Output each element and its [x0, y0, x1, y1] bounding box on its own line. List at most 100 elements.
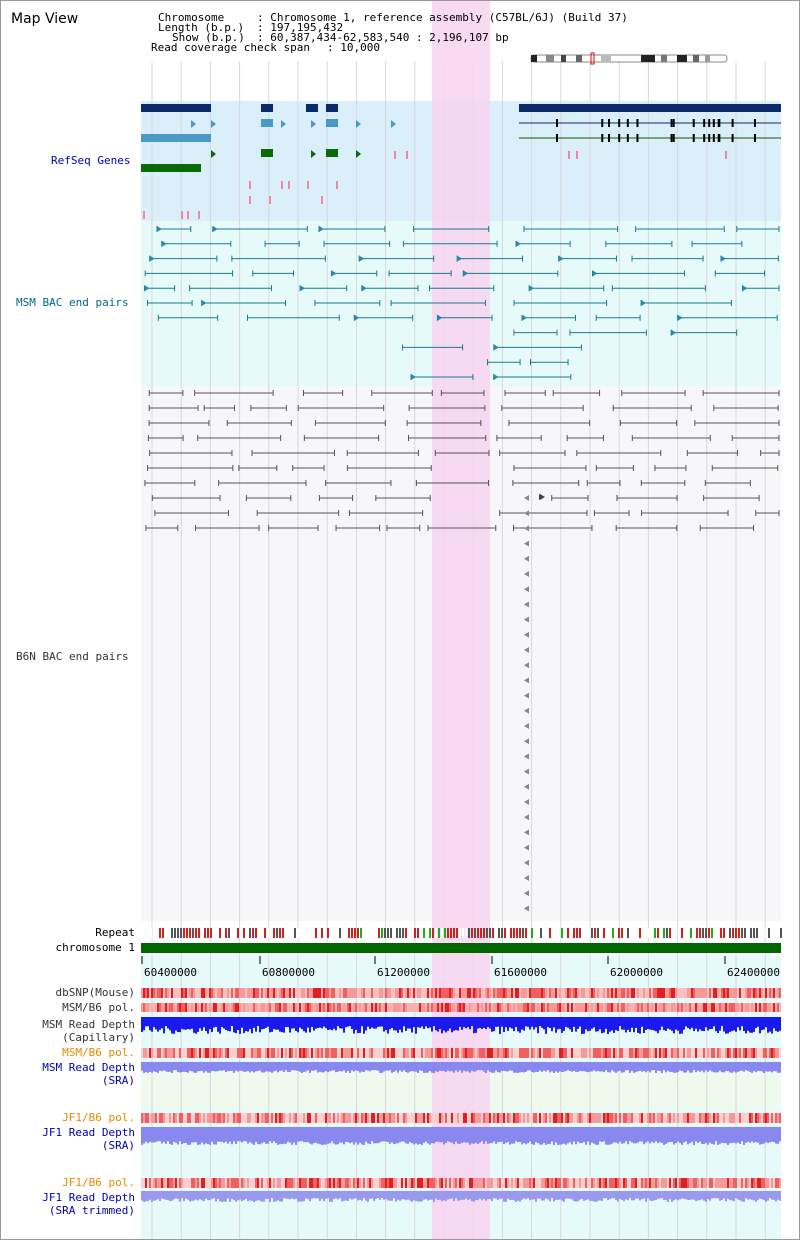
msm-b6-pol-strip	[725, 1003, 727, 1012]
jf1-b6-pol-strip	[423, 1113, 425, 1123]
repeat-mark	[531, 928, 533, 938]
exon-tick	[608, 134, 611, 142]
dbsnp-strip	[455, 988, 457, 998]
msm-capillary-depth-bar	[607, 1017, 609, 1034]
jf1-b6-pol-strip	[383, 1113, 385, 1123]
msm-b6-pol-strip	[583, 1003, 585, 1012]
msm-capillary-depth-bar	[543, 1017, 545, 1030]
msm-b6-pol-sra-strip	[583, 1048, 585, 1058]
dbsnp-strip	[247, 988, 249, 998]
msm-b6-pol-strip	[353, 1003, 355, 1012]
msm-sra-depth-bar	[381, 1062, 383, 1073]
jf1-trimmed-depth-bar	[685, 1191, 687, 1200]
msm-sra-depth-bar	[275, 1062, 277, 1071]
msm-capillary-depth-bar	[251, 1017, 253, 1034]
msm-capillary-depth-bar	[319, 1017, 321, 1028]
msm-b6-pol-sra-strip	[479, 1048, 481, 1058]
jf1-trimmed-depth-bar	[233, 1191, 235, 1201]
msm-b6-pol-sra-strip	[337, 1048, 339, 1058]
jf1-b6-pol-strip	[151, 1113, 153, 1123]
jf1-trimmed-depth-bar	[517, 1191, 519, 1201]
repeat-mark	[354, 928, 356, 938]
repeat-mark	[366, 928, 368, 938]
dbsnp-strip	[189, 988, 191, 998]
jf1-b6-pol-strip	[541, 1113, 543, 1123]
dbsnp-strip	[405, 988, 407, 998]
dbsnp-strip	[277, 988, 279, 998]
pseudo-gene-mark	[187, 211, 189, 219]
b6n-end-arrow-icon	[524, 875, 529, 881]
msm-capillary-depth-bar	[375, 1017, 377, 1029]
jf1-b6-pol-trim-strip	[603, 1178, 605, 1188]
msm-sra-depth-bar	[345, 1062, 347, 1073]
dbsnp-strip	[435, 988, 437, 998]
dbsnp-strip	[161, 988, 163, 998]
msm-capillary-depth-bar	[625, 1017, 627, 1033]
bac-end-arrow-icon	[641, 300, 647, 306]
msm-sra-depth-bar	[391, 1062, 393, 1073]
jf1-read-depth-trimmed-label: JF1 Read Depth	[42, 1191, 135, 1204]
b6n-end-arrow-icon	[524, 510, 529, 517]
msm-b6-pol-sra-strip	[723, 1048, 725, 1058]
jf1-sra-depth-bar	[241, 1127, 243, 1143]
msm-sra-depth-bar	[543, 1062, 545, 1071]
msm-b6-pol-strip	[413, 1003, 415, 1012]
msm-b6-pol-sra-strip	[339, 1048, 341, 1058]
jf1-b6-pol-trim-strip	[777, 1178, 779, 1188]
msm-b6-pol-strip	[337, 1003, 339, 1012]
msm-capillary-depth-bar	[501, 1017, 503, 1027]
repeat-mark	[405, 928, 407, 938]
jf1-trimmed-depth-bar	[279, 1191, 281, 1202]
jf1-sra-depth-bar	[333, 1127, 335, 1144]
exon-tick	[601, 119, 604, 127]
bac-end-arrow-icon	[529, 285, 535, 292]
dbsnp-strip	[341, 988, 343, 998]
dbsnp-strip	[243, 988, 245, 998]
dbsnp-strip	[617, 988, 619, 998]
jf1-sra-depth-bar	[469, 1127, 471, 1145]
jf1-b6-pol-strip	[343, 1113, 345, 1123]
dbsnp-strip	[537, 988, 539, 998]
jf1-sra-depth-bar	[731, 1127, 733, 1143]
dbsnp-strip	[365, 988, 367, 998]
msm-b6-pol-sra-strip	[755, 1048, 757, 1058]
dbsnp-strip	[427, 988, 429, 998]
msm-bac-label: MSM BAC end pairs	[16, 296, 129, 309]
msm-b6-pol-strip	[709, 1003, 711, 1012]
msm-capillary-depth-bar	[163, 1017, 165, 1034]
msm-sra-depth-bar	[225, 1062, 227, 1073]
msm-b6-pol-strip	[387, 1003, 389, 1012]
jf1-sra-depth-bar	[709, 1127, 711, 1143]
msm-capillary-depth-bar	[457, 1017, 459, 1031]
jf1-sra-depth-bar	[663, 1127, 665, 1145]
msm-capillary-depth-bar	[341, 1017, 343, 1029]
jf1-b6-pol-trim-strip	[775, 1178, 777, 1188]
msm-b6-pol-strip	[173, 1003, 175, 1012]
dbsnp-strip	[691, 988, 693, 998]
msm-capillary-depth-bar	[635, 1017, 637, 1028]
msm-sra-depth-bar	[605, 1062, 607, 1071]
msm-sra-depth-bar	[633, 1062, 635, 1073]
repeat-mark	[459, 928, 461, 938]
gene-arrow-icon	[311, 150, 316, 158]
jf1-sra-depth-bar	[471, 1127, 473, 1144]
dbsnp-strip	[195, 988, 197, 998]
msm-b6-pol-sra-strip	[545, 1048, 547, 1058]
jf1-b6-pol-strip	[559, 1113, 561, 1123]
jf1-b6-pol-strip	[275, 1113, 277, 1123]
msm-sra-depth-bar	[389, 1062, 391, 1071]
msm-b6-pol-strip	[289, 1003, 291, 1012]
jf1-b6-pol-strip	[229, 1113, 231, 1123]
jf1-trimmed-depth-bar	[553, 1191, 555, 1202]
jf1-b6-pol-trim-strip	[607, 1178, 609, 1188]
axis-tick-label: 61600000	[494, 966, 547, 979]
repeat-mark	[369, 928, 371, 938]
jf1-b6-pol-strip	[497, 1113, 499, 1123]
repeat-mark	[543, 928, 545, 938]
repeat-mark	[750, 928, 752, 938]
msm-sra-depth-bar	[159, 1062, 161, 1071]
jf1-trimmed-depth-bar	[583, 1191, 585, 1201]
msm-sra-depth-bar	[687, 1062, 689, 1071]
jf1-trimmed-depth-bar	[767, 1191, 769, 1201]
